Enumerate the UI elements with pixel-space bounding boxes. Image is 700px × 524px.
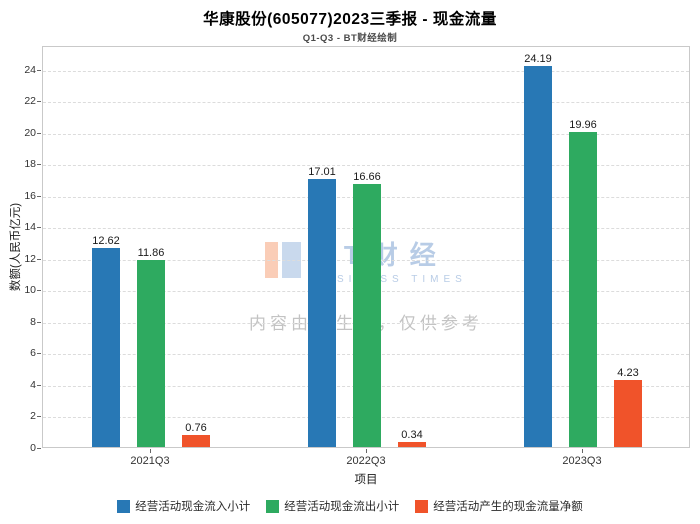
legend-item: 经营活动现金流出小计 [266, 498, 399, 514]
bar [569, 132, 597, 447]
x-tick-label: 2021Q3 [130, 455, 170, 467]
x-tick-label: 2022Q3 [346, 455, 386, 467]
legend-label: 经营活动现金流入小计 [135, 501, 251, 513]
y-tick-mark [37, 384, 41, 386]
x-tick-mark [150, 449, 151, 453]
y-tick-mark [37, 195, 41, 197]
bar-value-label: 24.19 [524, 52, 552, 65]
x-tick-label: 2023Q3 [562, 455, 602, 467]
x-tick-mark [366, 449, 367, 453]
y-tick-label: 20 [24, 126, 36, 139]
bar [92, 248, 120, 447]
legend-item: 经营活动现金流入小计 [117, 498, 250, 514]
x-axis-label: 项目 [354, 474, 378, 486]
y-tick-label: 22 [24, 95, 36, 108]
x-tick-mark [582, 449, 583, 453]
y-tick-label: 0 [30, 442, 36, 454]
bar [353, 184, 381, 447]
bar-value-label: 4.23 [617, 367, 639, 380]
y-tick-label: 6 [30, 347, 36, 360]
legend-swatch [117, 499, 131, 513]
y-tick-label: 10 [24, 284, 36, 297]
y-tick-mark [37, 258, 41, 260]
bar [614, 380, 642, 447]
y-tick-mark [37, 290, 41, 292]
legend-item: 经营活动产生的现金流量净额 [415, 498, 583, 514]
y-tick-label: 24 [24, 63, 36, 76]
y-tick-label: 16 [24, 189, 36, 202]
y-tick-label: 4 [30, 378, 36, 391]
legend: 经营活动现金流入小计 经营活动现金流出小计 经营活动产生的现金流量净额 [0, 498, 700, 514]
y-tick-label: 2 [30, 410, 36, 423]
gridline [43, 165, 689, 167]
bt-logo-text-en: BUSINESS TIMES [313, 274, 467, 285]
y-tick-mark [37, 227, 41, 229]
bar [182, 435, 210, 447]
y-tick-mark [37, 101, 41, 103]
legend-swatch [266, 499, 280, 513]
bar-value-label: 12.62 [92, 235, 120, 248]
chart-title: 华康股份(605077)2023三季报 - 现金流量 [203, 11, 497, 28]
legend-swatch [415, 499, 429, 513]
chart-subtitle: Q1-Q3 - BT财经绘制 [302, 33, 398, 44]
y-tick-mark [37, 353, 41, 355]
y-tick-label: 12 [24, 252, 36, 265]
bar [398, 441, 426, 447]
bar-value-label: 17.01 [308, 165, 336, 178]
y-axis-label: 数额(人民币亿元) [10, 202, 22, 292]
y-tick-mark [37, 448, 41, 449]
legend-label: 经营活动现金流出小计 [284, 501, 400, 513]
gridline [43, 102, 689, 104]
bt-logo-text-cn: BT财经 [313, 235, 467, 272]
bar-value-label: 19.96 [569, 119, 597, 132]
bar-value-label: 11.86 [137, 247, 165, 260]
y-tick-label: 18 [24, 158, 36, 171]
y-tick-mark [37, 132, 41, 134]
bar [524, 65, 552, 447]
y-tick-mark [37, 416, 41, 418]
gridline [43, 133, 689, 135]
y-tick-label: 14 [24, 221, 36, 234]
bar-value-label: 0.76 [185, 422, 207, 435]
bar [308, 178, 336, 447]
y-tick-mark [37, 69, 41, 71]
bar-value-label: 0.34 [401, 428, 423, 441]
y-tick-mark [37, 164, 41, 166]
legend-label: 经营活动产生的现金流量净额 [433, 501, 583, 513]
y-tick-mark [37, 321, 41, 323]
plot-area: BT财经 BUSINESS TIMES 内容由AI生成，仅供参考 12.6211… [42, 46, 690, 448]
bar-value-label: 16.66 [353, 171, 381, 184]
y-tick-label: 8 [30, 315, 36, 328]
gridline [43, 70, 689, 72]
bar [137, 260, 165, 447]
